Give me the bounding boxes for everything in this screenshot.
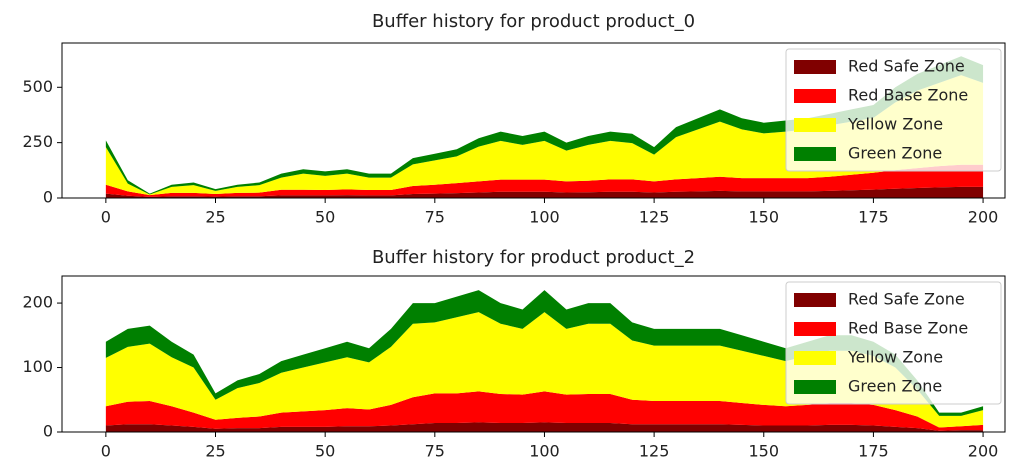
y-tick-label: 0 [43, 188, 53, 207]
legend-box [785, 48, 1002, 172]
x-tick-label: 100 [529, 442, 560, 461]
x-tick-label: 200 [968, 208, 999, 227]
x-tick-label: 50 [315, 208, 335, 227]
area-series [105, 75, 984, 196]
y-tick-label: 100 [22, 357, 53, 376]
y-tick-label: 500 [22, 77, 53, 96]
x-tick-label: 75 [425, 442, 445, 461]
x-tick-label: 25 [205, 208, 225, 227]
chart-title: Buffer history for product product_2 [372, 247, 695, 268]
legend-swatch [794, 293, 836, 307]
legend-swatch [794, 380, 836, 394]
x-tick-label: 50 [315, 442, 335, 461]
axes-frame [61, 275, 1006, 433]
legend-label: Green Zone [848, 144, 942, 163]
x-tick-label: 175 [858, 208, 889, 227]
area-series [105, 391, 984, 431]
x-tick-label: 0 [101, 442, 111, 461]
legend-swatch [794, 89, 836, 103]
legend-swatch [794, 322, 836, 336]
legend-label: Yellow Zone [847, 348, 943, 367]
legend-swatch [794, 60, 836, 74]
legend-swatch [794, 351, 836, 365]
y-tick-label: 200 [22, 293, 53, 312]
x-tick-label: 25 [205, 442, 225, 461]
x-tick-label: 200 [968, 442, 999, 461]
axes-frame [61, 42, 1006, 199]
legend-label: Red Base Zone [848, 319, 968, 338]
legend-label: Yellow Zone [847, 115, 943, 134]
x-tick-label: 100 [529, 208, 560, 227]
chart-title: Buffer history for product product_0 [372, 11, 695, 32]
legend-label: Green Zone [848, 377, 942, 396]
legend-swatch [794, 118, 836, 132]
x-tick-label: 125 [639, 442, 670, 461]
x-tick-label: 75 [425, 208, 445, 227]
x-tick-label: 175 [858, 442, 889, 461]
x-tick-label: 150 [748, 442, 779, 461]
y-tick-label: 0 [43, 422, 53, 441]
legend-label: Red Safe Zone [848, 57, 965, 76]
legend-swatch [794, 147, 836, 161]
x-tick-label: 0 [101, 208, 111, 227]
area-series [105, 312, 984, 428]
area-series [105, 186, 984, 198]
x-tick-label: 150 [748, 208, 779, 227]
x-tick-label: 125 [639, 208, 670, 227]
area-series [105, 422, 984, 432]
area-series [105, 164, 984, 197]
y-tick-label: 250 [22, 132, 53, 151]
legend-label: Red Base Zone [848, 86, 968, 105]
legend-box [785, 281, 1002, 405]
legend-label: Red Safe Zone [848, 290, 965, 309]
